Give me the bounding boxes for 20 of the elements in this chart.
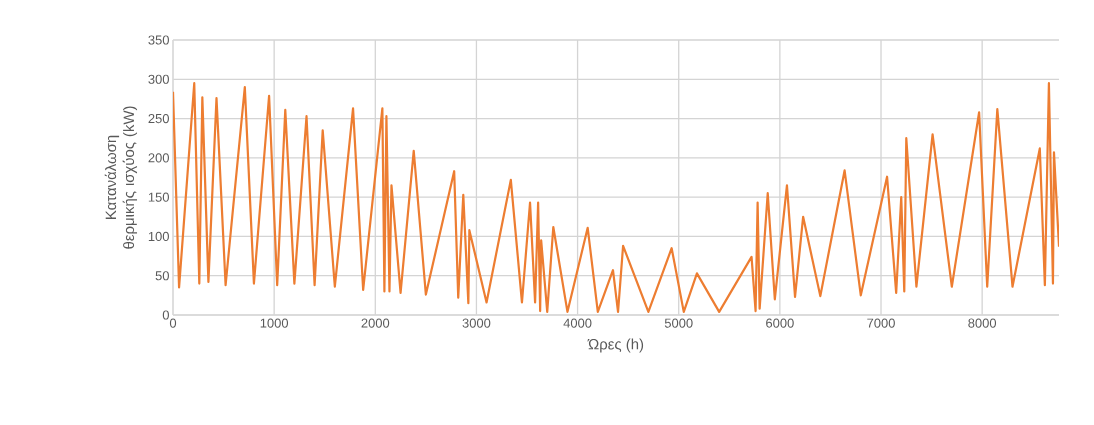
- x-tick-label: 1000: [260, 318, 289, 328]
- x-tick-label: 8000: [968, 318, 997, 328]
- x-tick-label: 4000: [563, 318, 592, 328]
- y-tick-label: 250: [148, 113, 169, 124]
- line-series: [173, 82, 1060, 313]
- x-tick-label: 6000: [766, 318, 794, 328]
- x-tick-label: 5000: [664, 318, 693, 328]
- y-axis-title: Κατανάλωση θερμικής ισχύος (kW): [104, 106, 138, 249]
- y-tick-label: 300: [148, 74, 169, 84]
- x-tick-label: 3000: [462, 318, 491, 328]
- y-tick-label: 100: [148, 231, 169, 242]
- x-axis-title: Ώρες (h): [587, 338, 644, 353]
- x-tick-label: 2000: [361, 318, 390, 328]
- y-tick-label: 0: [162, 310, 169, 320]
- y-tick-label: 200: [148, 153, 169, 163]
- y-tick-label: 150: [148, 192, 169, 202]
- x-tick-label: 7000: [867, 318, 895, 328]
- x-tick-label: 0: [169, 318, 177, 328]
- y-tick-label: 350: [148, 35, 169, 45]
- y-tick-label: 50: [155, 271, 169, 281]
